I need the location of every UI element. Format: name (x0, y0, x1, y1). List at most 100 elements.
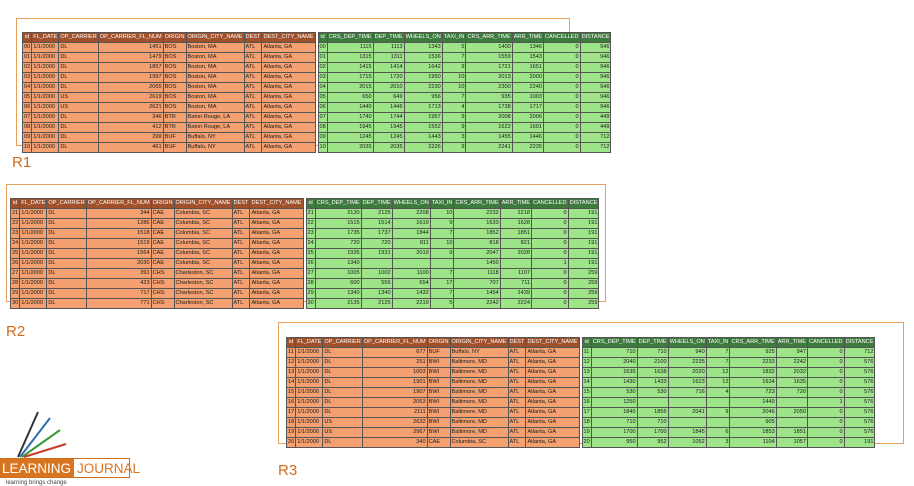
table-row: 29 1/1/2000 DL 717 CHS Charleston, SC ATL Atlan… (9, 288, 304, 299)
table-cell: 07 (21, 112, 33, 123)
table-cell: 1845 (667, 427, 707, 438)
table-cell: 1857 (97, 62, 164, 73)
r1-right-table: id CRS_DEP_TIME DEP_TIME WHEELS_ON TAXI_IN CR… (317, 32, 612, 153)
table-cell: 1/1/2000 (19, 278, 48, 289)
table-cell: 28 (9, 278, 21, 289)
table-cell: 1455 (465, 132, 513, 143)
table-cell: 1740 (326, 112, 374, 123)
table-row: 25 1935 1931 2019 9 2047 2028 0 191 (305, 248, 600, 259)
table-cell: BOS (162, 42, 187, 53)
table-cell: 10 (429, 238, 455, 249)
r2-left-table: id FL_DATE OP_CARRIER OP_CARRIER_FL_NUM ORIG… (9, 198, 304, 309)
table-cell: ATL (507, 417, 527, 428)
column-header: DISTANCE (579, 32, 612, 43)
table-cell: 1519 (85, 238, 152, 249)
table-cell: 720 (775, 387, 809, 398)
table-cell: 1440 (326, 102, 374, 113)
table-cell: CAE (150, 218, 175, 229)
table-cell: 08 (317, 122, 328, 133)
panel-r3-label: R3 (278, 462, 298, 479)
table-cell: BTR (162, 112, 187, 123)
table-row: 01 1315 1311 1536 7 1559 1543 0 946 (317, 52, 612, 63)
table-cell: 1950 (403, 72, 443, 83)
table-cell: 1907 (361, 387, 428, 398)
table-cell: 1/1/2000 (19, 258, 48, 269)
table-cell: 2013 (465, 72, 513, 83)
table-cell: 20 (285, 437, 297, 448)
table-cell: 935 (465, 92, 513, 103)
table-cell: 2235 (511, 142, 545, 153)
table-cell: 940 (667, 347, 707, 358)
table-cell: 576 (843, 417, 876, 428)
table-cell: 720 (314, 238, 362, 249)
table-cell: CAE (150, 208, 175, 219)
table-row: 14 1/1/2000 DL 1901 BWI Baltimore, MD ATL Atlan… (285, 377, 580, 388)
column-header: CANCELLED (543, 32, 581, 43)
table-cell: Atlanta, GA (525, 357, 580, 368)
table-cell: Charleston, SC (173, 278, 233, 289)
table-cell: Baltimore, MD (449, 427, 509, 438)
table-row: 09 1/1/2000 DL 299 BUF Buffalo, NY ATL Atlanta,… (21, 132, 316, 143)
table-header-row: id CRS_DEP_TIME DEP_TIME WHEELS_ON TAXI_IN CR… (305, 198, 600, 209)
table-cell: BOS (162, 82, 187, 93)
table-cell: 2000 (511, 72, 545, 83)
table-cell: 1/1/2000 (31, 82, 60, 93)
table-cell: 1619 (391, 218, 431, 229)
table-cell: 2232 (453, 208, 501, 219)
table-cell: ATL (231, 258, 251, 269)
table-cell: 1855 (636, 407, 669, 418)
table-cell: ATL (507, 427, 527, 438)
table-row: 30 2135 2125 2219 5 2242 2224 0 259 (305, 298, 600, 309)
table-cell: 9 (441, 112, 467, 123)
table-cell: 04 (317, 82, 328, 93)
table-cell: 1832 (729, 367, 777, 378)
table-cell: Charleston, SC (173, 268, 233, 279)
column-header: OP_CARRIER_FL_NUM (97, 32, 164, 43)
table-cell: ATL (231, 288, 251, 299)
table-cell: DL (322, 397, 363, 408)
table-cell: 1430 (590, 377, 638, 388)
panel-r2-tables: id FL_DATE OP_CARRIER OP_CARRIER_FL_NUM ORIG… (9, 198, 600, 309)
table-cell: DL (322, 437, 363, 448)
table-cell: 0 (543, 122, 581, 133)
table-cell: Baltimore, MD (449, 387, 509, 398)
table-cell: BWI (426, 377, 451, 388)
table-row: 14 1430 1433 1623 12 1634 1635 0 576 (581, 377, 876, 388)
table-cell: 707 (453, 278, 501, 289)
column-header: DEP_TIME (636, 337, 669, 348)
table-cell: Atlanta, GA (525, 377, 580, 388)
table-cell: 1851 (775, 427, 809, 438)
table-cell: 1118 (453, 268, 501, 279)
table-cell: 0 (543, 72, 581, 83)
table-row: 25 1/1/2000 DL 1564 CAE Columbia, SC ATL Atlant… (9, 248, 304, 259)
table-cell: 7 (705, 357, 731, 368)
column-header: DEST_CITY_NAME (525, 337, 580, 348)
table-cell: 0 (807, 437, 845, 448)
table-cell: 344 (85, 208, 152, 219)
table-cell: CAE (150, 238, 175, 249)
column-header: OP_CARRIER (46, 198, 87, 209)
table-cell: 576 (843, 367, 876, 378)
table-cell: 1/1/2000 (31, 92, 60, 103)
table-cell: 1/1/2000 (19, 288, 48, 299)
table-cell: 576 (843, 407, 876, 418)
table-cell: DL (58, 112, 99, 123)
table-cell: 677 (361, 347, 428, 358)
table-cell: 0 (807, 417, 845, 428)
table-row: 12 1/1/2000 DL 251 BWI Baltimore, MD ATL Atlant… (285, 357, 580, 368)
table-cell: 0 (543, 132, 581, 143)
table-cell: Atlanta, GA (261, 122, 316, 133)
table-cell: 1432 (391, 288, 431, 299)
table-cell: 2046 (729, 407, 777, 418)
table-cell: 2030 (85, 258, 152, 269)
table-cell: DL (46, 218, 87, 229)
table-row: 03 1715 1720 1950 10 2013 2000 0 946 (317, 72, 612, 83)
table-cell: 01 (21, 52, 33, 63)
table-row: 16 1/1/2000 DL 2063 BWI Baltimore, MD ATL Atlan… (285, 397, 580, 408)
table-cell: 2020 (667, 367, 707, 378)
column-header: CRS_ARR_TIME (729, 337, 777, 348)
table-cell: 1446 (372, 102, 405, 113)
table-row: 22 1/1/2000 DL 1286 CAE Columbia, SC ATL Atlant… (9, 218, 304, 229)
table-cell: 1945 (326, 122, 374, 133)
table-cell: 2035 (326, 142, 374, 153)
